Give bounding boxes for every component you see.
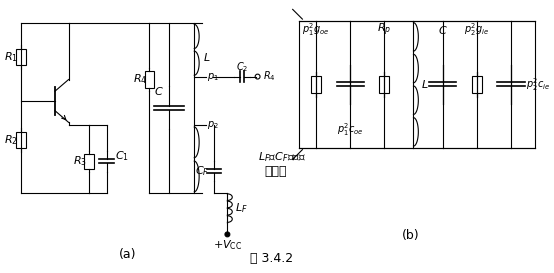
- Text: $R_4$: $R_4$: [132, 73, 147, 87]
- Text: $p_1^2g_{oe}$: $p_1^2g_{oe}$: [302, 21, 330, 38]
- Text: 滤波器: 滤波器: [264, 165, 287, 177]
- Text: $C_1$: $C_1$: [115, 150, 130, 163]
- Bar: [16, 132, 25, 148]
- Text: $C$: $C$: [155, 85, 164, 97]
- Text: $p_1^2c_{oe}$: $p_1^2c_{oe}$: [337, 121, 363, 138]
- Text: (b): (b): [402, 229, 419, 242]
- Text: $L_F$、$C_F$：低通: $L_F$、$C_F$：低通: [258, 150, 306, 164]
- Bar: [145, 71, 155, 88]
- Text: $C_2$: $C_2$: [236, 60, 248, 74]
- Text: $L_F$: $L_F$: [235, 201, 248, 215]
- Text: $p_2^2g_{ie}$: $p_2^2g_{ie}$: [464, 21, 489, 38]
- Text: $p_1$: $p_1$: [207, 71, 219, 83]
- Text: 图 3.4.2: 图 3.4.2: [250, 252, 293, 265]
- Text: $R_1$: $R_1$: [4, 50, 18, 64]
- Text: $R_2$: $R_2$: [4, 133, 18, 147]
- Text: (a): (a): [119, 248, 137, 261]
- Text: $R_3$: $R_3$: [73, 155, 88, 168]
- Text: $+V_{\mathrm{CC}}$: $+V_{\mathrm{CC}}$: [213, 238, 242, 252]
- Text: $p_2^2c_{ie}$: $p_2^2c_{ie}$: [526, 76, 551, 93]
- Bar: [84, 154, 94, 169]
- Text: $R_p$: $R_p$: [377, 22, 391, 38]
- Text: $L$: $L$: [203, 51, 211, 63]
- Bar: [472, 76, 481, 93]
- Circle shape: [225, 232, 230, 237]
- Bar: [379, 76, 389, 93]
- Bar: [311, 76, 321, 93]
- Text: $R_4$: $R_4$: [264, 70, 276, 84]
- Text: $p_2$: $p_2$: [207, 119, 219, 131]
- Text: $L$: $L$: [421, 78, 429, 90]
- Text: $C$: $C$: [438, 24, 448, 36]
- Text: $C_F$: $C_F$: [195, 164, 209, 178]
- Bar: [16, 49, 25, 65]
